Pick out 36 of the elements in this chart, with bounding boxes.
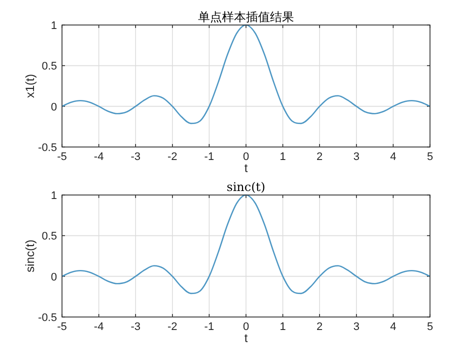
x-tick-label: 3 [353, 151, 360, 163]
x-tick-label: -5 [57, 321, 67, 333]
x-tick-label: 4 [390, 321, 396, 333]
x-tick-label: 2 [316, 321, 323, 333]
y-tick-label: 0 [50, 271, 57, 284]
y-tick-label: 0.5 [42, 230, 57, 243]
x-tick-label: -4 [94, 321, 104, 333]
x-tick-label: 2 [316, 151, 323, 163]
chart-title: sinc(t) [226, 180, 266, 194]
y-tick-label: -0.5 [38, 312, 57, 324]
x-tick-label: 5 [426, 321, 434, 333]
y-tick-label: 1 [50, 20, 57, 32]
x-tick-label: 0 [242, 321, 250, 333]
x-tick-label: -1 [204, 151, 214, 163]
x-tick-label: -5 [57, 151, 67, 163]
x-tick-label: -1 [204, 321, 214, 333]
y-tick-label: 0.5 [42, 60, 57, 73]
x-tick-label: -4 [94, 151, 104, 163]
x-tick-label: -3 [130, 321, 140, 333]
x-axis-title: t [244, 161, 248, 175]
x-tick-label: 3 [353, 321, 360, 333]
x-tick-label: 5 [426, 151, 434, 163]
x-tick-label: 1 [280, 151, 286, 163]
x-tick-label: 4 [390, 151, 396, 163]
x-tick-label: 0 [242, 151, 250, 163]
y-tick-label: -0.5 [38, 142, 57, 154]
x-tick-label: -2 [168, 321, 178, 333]
chart-title: 单点样本插值结果 [198, 10, 294, 24]
y-tick-label: 0 [50, 101, 57, 114]
x-tick-label: 1 [280, 321, 286, 333]
y-axis-title: x1(t) [23, 74, 37, 98]
x-axis-title: t [244, 331, 248, 345]
x-tick-label: -3 [130, 151, 140, 163]
x-tick-label: -2 [168, 151, 178, 163]
y-tick-label: 1 [50, 190, 57, 202]
y-axis-title: sinc(t) [23, 240, 37, 272]
